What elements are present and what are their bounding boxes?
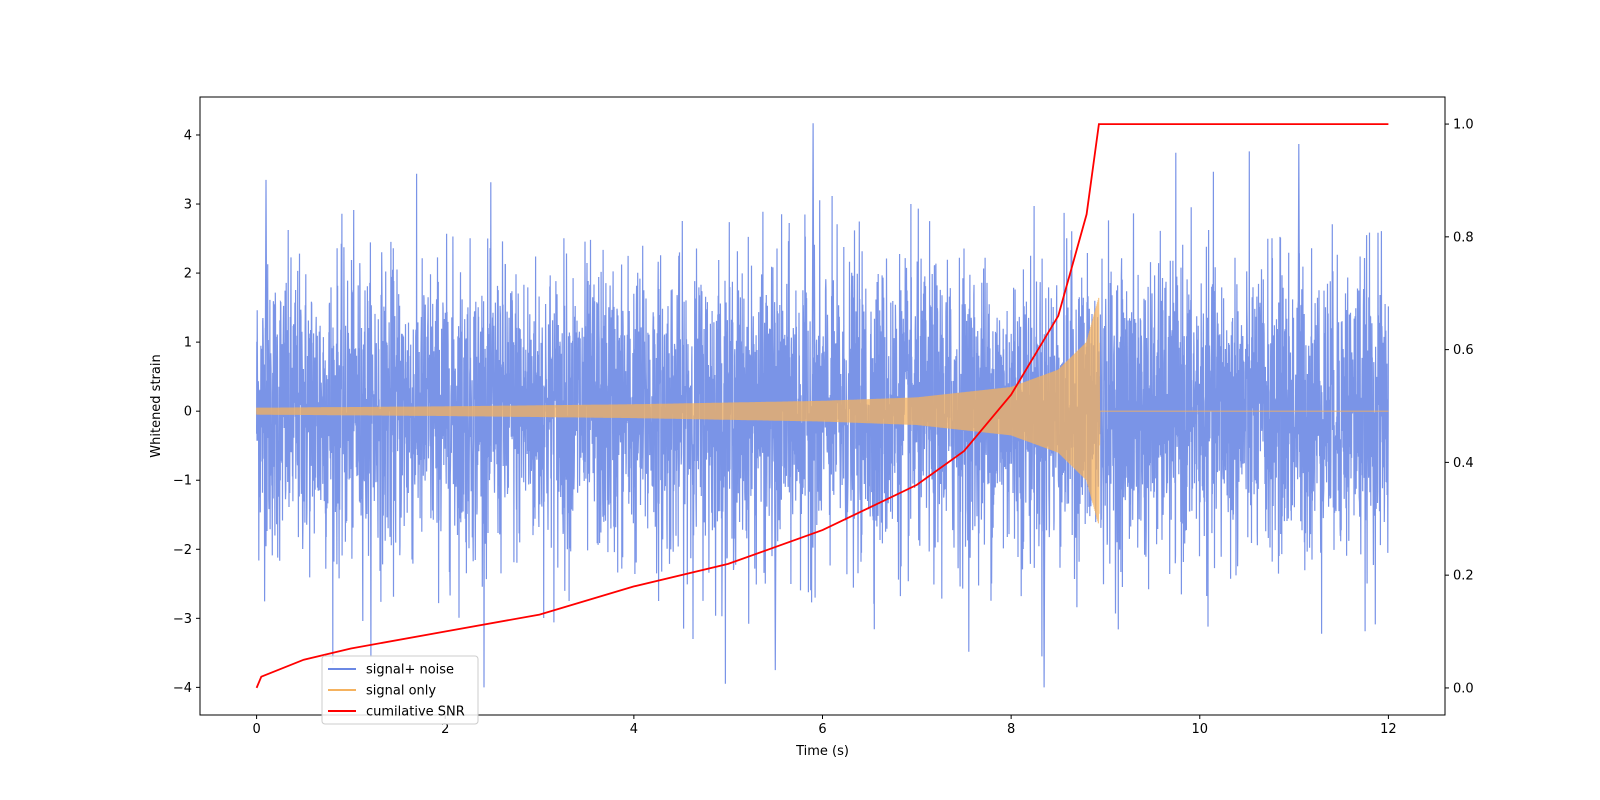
x-tick-label: 8 bbox=[1007, 722, 1015, 737]
y-axis-label: Whitened strain bbox=[149, 354, 164, 457]
y2-tick-label: 0.2 bbox=[1453, 569, 1474, 584]
y2-axis-ticks: 0.0 0.2 0.4 0.6 0.8 1.0 bbox=[1445, 118, 1474, 696]
x-tick-label: 2 bbox=[441, 722, 449, 737]
y-tick-label: −3 bbox=[173, 612, 192, 627]
legend-label-signal-only: signal only bbox=[366, 684, 436, 699]
y-tick-label: 3 bbox=[184, 198, 192, 213]
x-axis-ticks: 0 2 4 6 8 10 12 bbox=[252, 715, 1397, 737]
x-tick-label: 0 bbox=[252, 722, 260, 737]
y-tick-label: −4 bbox=[173, 681, 192, 696]
x-tick-label: 6 bbox=[818, 722, 826, 737]
y2-tick-label: 0.8 bbox=[1453, 230, 1474, 245]
x-axis-label: Time (s) bbox=[795, 744, 849, 759]
y2-tick-label: 0.4 bbox=[1453, 456, 1474, 471]
y-tick-label: −1 bbox=[173, 474, 192, 489]
series-signal-only bbox=[256, 297, 1389, 524]
y2-tick-label: 0.0 bbox=[1453, 681, 1474, 696]
legend-label-signal-noise: signal+ noise bbox=[366, 663, 454, 678]
legend: signal+ noise signal only cumilative SNR bbox=[321, 655, 479, 725]
y-axis-ticks: −4 −3 −2 −1 0 1 2 3 4 bbox=[173, 128, 200, 696]
y2-tick-label: 1.0 bbox=[1453, 118, 1474, 133]
y-tick-label: −2 bbox=[173, 543, 192, 558]
x-tick-label: 12 bbox=[1380, 722, 1397, 737]
y-tick-label: 1 bbox=[184, 336, 192, 351]
y-tick-label: 0 bbox=[184, 405, 192, 420]
y-tick-label: 4 bbox=[184, 128, 192, 143]
series-signal-noise bbox=[256, 123, 1389, 688]
x-tick-label: 10 bbox=[1191, 722, 1208, 737]
legend-box bbox=[321, 655, 479, 725]
x-tick-label: 4 bbox=[630, 722, 638, 737]
legend-label-cumulative-snr: cumilative SNR bbox=[366, 705, 465, 720]
y2-tick-label: 0.6 bbox=[1453, 343, 1474, 358]
series-cumulative-snr bbox=[255, 123, 1389, 689]
y-tick-label: 2 bbox=[184, 267, 192, 282]
plot-area bbox=[255, 123, 1389, 689]
